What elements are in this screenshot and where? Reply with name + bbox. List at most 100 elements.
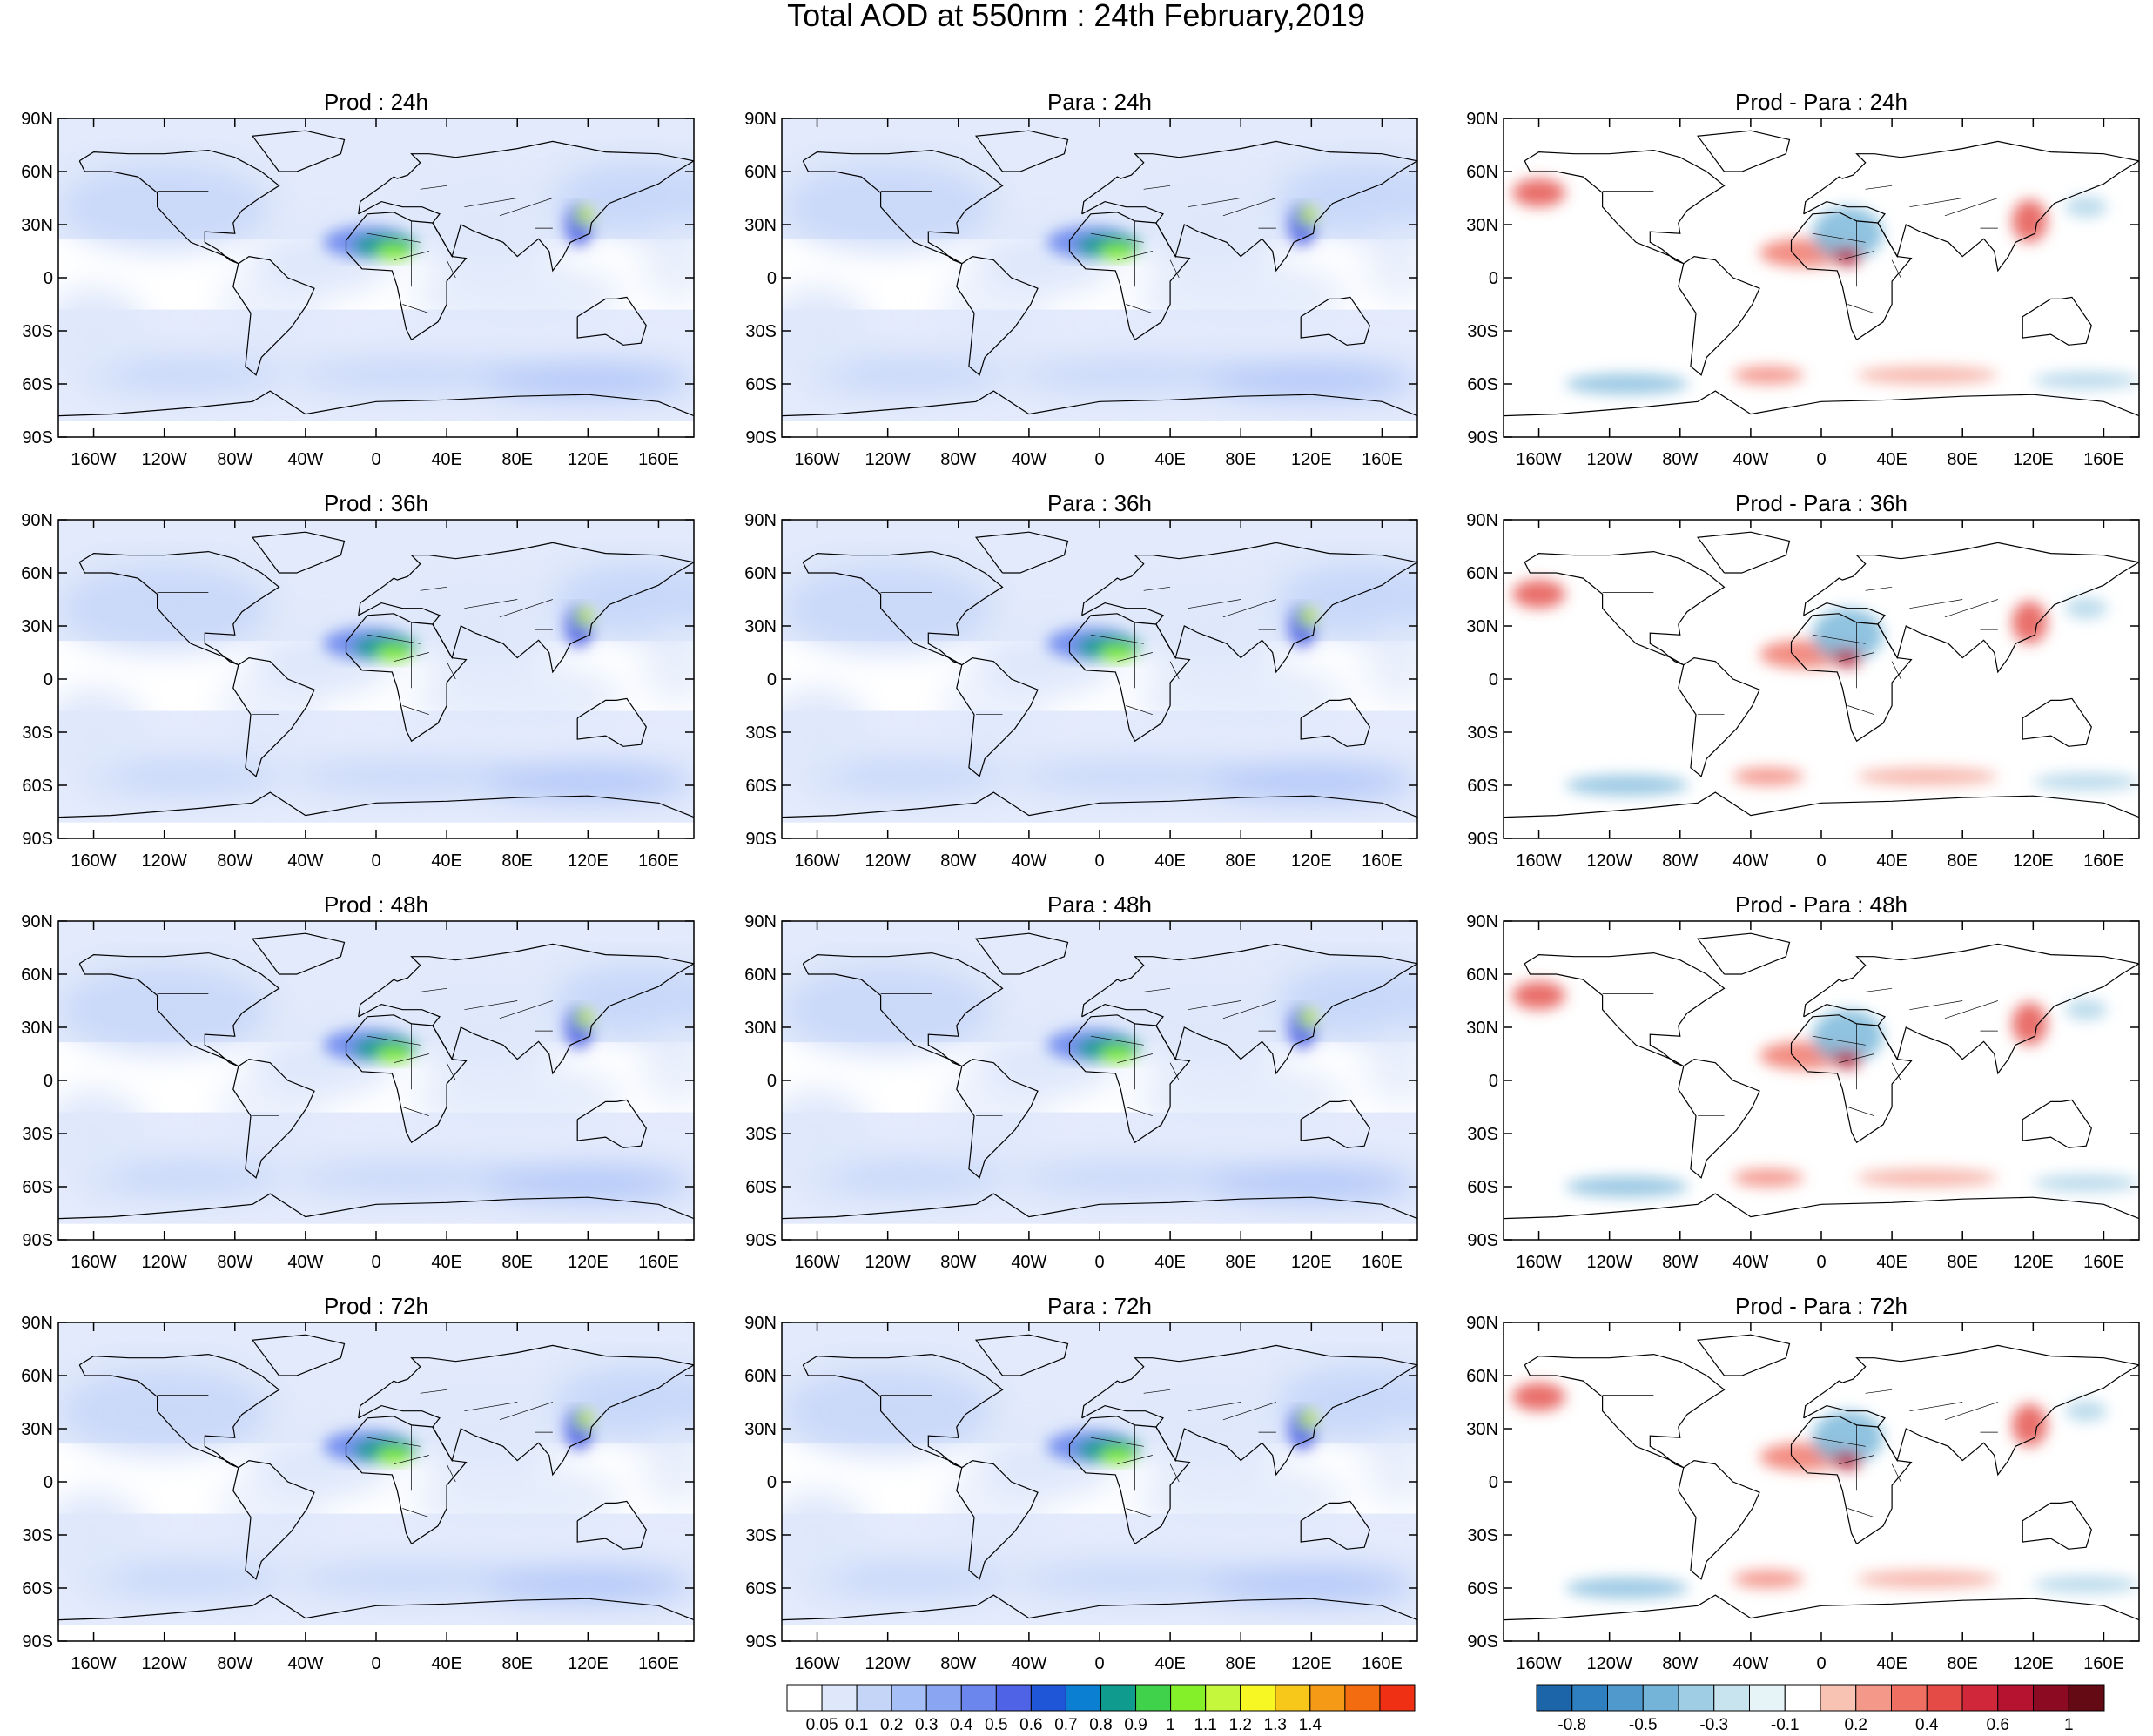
lat-tick-label: 30S bbox=[745, 723, 777, 743]
lat-tick-label: 30N bbox=[21, 1019, 53, 1038]
panel-para-2: 90N 60N 30N 0 30S 60S 90S 160W 120W 80W 40W 0 40E 80E… bbox=[744, 892, 1418, 1272]
lat-tick-label: 90S bbox=[745, 1632, 777, 1652]
colorbar-label: -0.5 bbox=[1629, 1716, 1658, 1734]
lat-tick-label: 60S bbox=[1467, 1178, 1498, 1197]
colorbar-label: 1 bbox=[1166, 1716, 1175, 1734]
aod-colorbar: 0.05 0.1 0.2 0.3 0.4 0.5 0.6 0.7 0.8 0.9 1 1.1 1.2 1.… bbox=[786, 1684, 1416, 1734]
colorbar-label: 0.1 bbox=[845, 1716, 868, 1734]
colorbar-swatch bbox=[1344, 1684, 1381, 1712]
lon-tick-label: 120W bbox=[1587, 1253, 1632, 1272]
lon-tick-label: 120W bbox=[865, 450, 911, 469]
lon-tick-label: 160W bbox=[794, 1654, 839, 1673]
lat-tick-label: 30N bbox=[744, 1019, 777, 1038]
lat-tick-label: 0 bbox=[1489, 1473, 1498, 1492]
lon-tick-label: 160E bbox=[638, 851, 679, 871]
colorbar-swatch bbox=[1642, 1684, 1679, 1712]
lat-tick-label: 30S bbox=[745, 1526, 777, 1545]
panel-para-3: 90N 60N 30N 0 30S 60S 90S 160W 120W 80W 40W 0 40E 80E… bbox=[744, 1293, 1418, 1673]
lat-tick-label: 30S bbox=[745, 1125, 777, 1144]
lon-tick-label: 40E bbox=[1154, 851, 1186, 871]
colorbar-swatch bbox=[1379, 1684, 1416, 1712]
colorbar-swatch bbox=[1135, 1684, 1172, 1712]
lat-tick-label: 90S bbox=[745, 1231, 777, 1250]
lon-tick-label: 40W bbox=[1011, 1253, 1046, 1272]
coastlines bbox=[782, 1334, 1417, 1621]
coastlines bbox=[1504, 531, 2139, 818]
lat-tick-label: 30S bbox=[1467, 1125, 1498, 1144]
colorbar-swatch bbox=[1820, 1684, 1857, 1712]
lat-tick-label: 0 bbox=[44, 670, 53, 690]
lat-tick-label: 90N bbox=[1466, 1314, 1498, 1333]
field-para bbox=[782, 520, 1417, 838]
lon-tick-label: 80E bbox=[501, 1253, 533, 1272]
lon-tick-label: 0 bbox=[1816, 1253, 1826, 1272]
colorbars: 0.05 0.1 0.2 0.3 0.4 0.5 0.6 0.7 0.8 0.9 1 1.1 1.2 1.… bbox=[786, 1684, 2105, 1734]
lon-tick-label: 120W bbox=[865, 1253, 911, 1272]
lon-tick-label: 160W bbox=[1516, 1654, 1561, 1673]
colorbar-swatch bbox=[1100, 1684, 1137, 1712]
lon-tick-label: 80E bbox=[501, 450, 533, 469]
lon-tick-label: 120E bbox=[2013, 1654, 2054, 1673]
colorbar-swatch bbox=[1536, 1684, 1573, 1712]
lon-tick-label: 160E bbox=[2083, 450, 2124, 469]
lat-tick-label: 30N bbox=[744, 1420, 777, 1439]
lat-tick-label: 30S bbox=[1467, 723, 1498, 743]
lon-tick-label: 120W bbox=[865, 851, 911, 871]
lon-tick-label: 40E bbox=[1876, 851, 1907, 871]
lat-tick-label: 90S bbox=[1467, 1231, 1498, 1250]
lon-tick-label: 40E bbox=[1154, 450, 1186, 469]
coastlines bbox=[1504, 1334, 2139, 1621]
lon-tick-label: 160E bbox=[638, 1253, 679, 1272]
lat-tick-label: 60S bbox=[745, 1579, 777, 1598]
lon-tick-label: 80W bbox=[217, 1654, 252, 1673]
lon-tick-label: 160E bbox=[1362, 1654, 1403, 1673]
lat-tick-label: 60N bbox=[1466, 966, 1498, 985]
colorbar-label: 0.2 bbox=[880, 1716, 903, 1734]
lon-tick-label: 40E bbox=[431, 1253, 462, 1272]
lat-tick-label: 60N bbox=[744, 163, 777, 182]
coastlines bbox=[782, 130, 1417, 417]
panel-grid: 90N 60N 30N 0 30S 60S 90S 160W 120W 80W 40W 0 40E 80E… bbox=[21, 89, 2140, 1673]
lon-tick-label: 80E bbox=[1947, 450, 1978, 469]
lon-tick-label: 0 bbox=[371, 450, 380, 469]
colorbar-swatch bbox=[1749, 1684, 1786, 1712]
lat-tick-label: 60N bbox=[21, 966, 53, 985]
lon-tick-label: 160E bbox=[638, 1654, 679, 1673]
lon-tick-label: 40W bbox=[1732, 1253, 1768, 1272]
lon-tick-label: 40E bbox=[431, 851, 462, 871]
lat-tick-label: 60N bbox=[744, 966, 777, 985]
lat-tick-label: 90N bbox=[744, 511, 777, 530]
lon-tick-label: 80W bbox=[1662, 851, 1698, 871]
lat-tick-label: 90N bbox=[744, 1314, 777, 1333]
panel-title: Para : 48h bbox=[1047, 892, 1152, 918]
colorbar-swatch bbox=[960, 1684, 997, 1712]
field-diff bbox=[1504, 520, 2139, 838]
lon-tick-label: 0 bbox=[371, 851, 380, 871]
lat-tick-label: 0 bbox=[44, 269, 53, 288]
field-diff bbox=[1504, 118, 2139, 437]
lat-tick-label: 60S bbox=[22, 1178, 53, 1197]
lat-tick-label: 60N bbox=[21, 1367, 53, 1386]
lon-tick-label: 120E bbox=[1291, 1654, 1332, 1673]
lon-tick-label: 80W bbox=[217, 1253, 252, 1272]
colorbar-swatch bbox=[1784, 1684, 1821, 1712]
lon-tick-label: 40E bbox=[1154, 1253, 1186, 1272]
lon-tick-label: 120W bbox=[865, 1654, 911, 1673]
lon-tick-label: 40W bbox=[287, 851, 323, 871]
lat-tick-label: 0 bbox=[44, 1473, 53, 1492]
colorbar-swatch bbox=[856, 1684, 892, 1712]
lat-tick-label: 90N bbox=[1466, 110, 1498, 129]
panel-diff-2: 90N 60N 30N 0 30S 60S 90S 160W 120W 80W 40W 0 40E 80E… bbox=[1466, 892, 2140, 1272]
coastlines bbox=[58, 932, 694, 1220]
lon-tick-label: 160W bbox=[1516, 851, 1561, 871]
lat-tick-label: 90N bbox=[21, 511, 53, 530]
colorbar-swatch bbox=[995, 1684, 1032, 1712]
lon-tick-label: 0 bbox=[1816, 851, 1826, 871]
coastlines bbox=[1504, 932, 2139, 1220]
colorbar-label: 0.7 bbox=[1054, 1716, 1077, 1734]
colorbar-swatch bbox=[1961, 1684, 1999, 1712]
lat-tick-label: 60S bbox=[1467, 777, 1498, 796]
lon-tick-label: 120W bbox=[1587, 450, 1632, 469]
lat-tick-label: 30S bbox=[22, 322, 53, 341]
